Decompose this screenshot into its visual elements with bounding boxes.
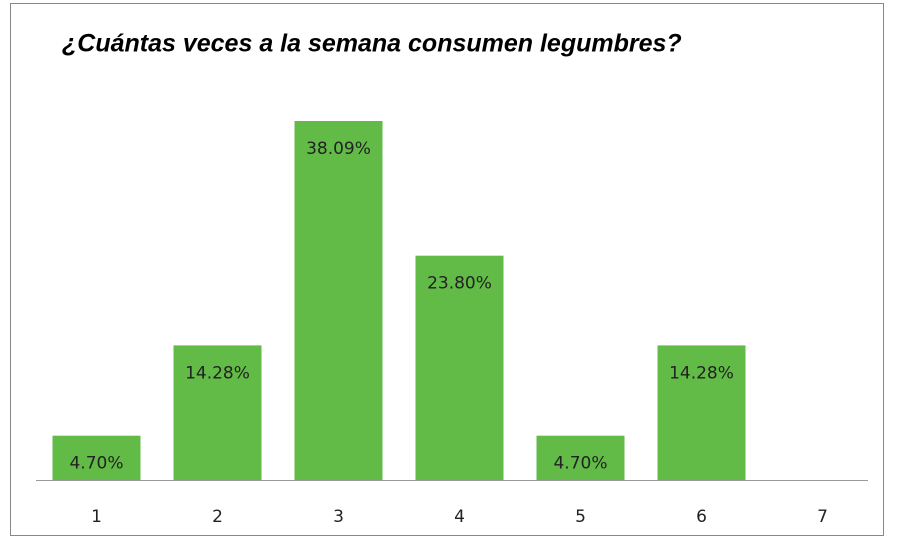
bar xyxy=(657,345,746,480)
data-label: 14.28% xyxy=(669,363,734,383)
x-tick-label: 7 xyxy=(817,507,828,527)
data-label: 38.09% xyxy=(306,139,371,159)
x-tick-label: 2 xyxy=(212,507,223,527)
x-tick-label: 1 xyxy=(91,507,102,527)
x-tick-label: 4 xyxy=(454,507,465,527)
bar xyxy=(415,255,504,480)
data-label: 23.80% xyxy=(427,274,492,294)
bar xyxy=(52,435,141,480)
chart-title: ¿Cuántas veces a la semana consumen legu… xyxy=(62,30,682,58)
data-label: 4.70% xyxy=(69,454,123,474)
x-tick-label: 5 xyxy=(575,507,586,527)
bar xyxy=(536,435,625,480)
bar xyxy=(173,345,262,480)
data-label: 4.70% xyxy=(553,454,607,474)
data-label: 14.28% xyxy=(185,363,250,383)
bar xyxy=(294,121,383,481)
x-tick-label: 3 xyxy=(333,507,344,527)
x-tick-label: 6 xyxy=(696,507,707,527)
